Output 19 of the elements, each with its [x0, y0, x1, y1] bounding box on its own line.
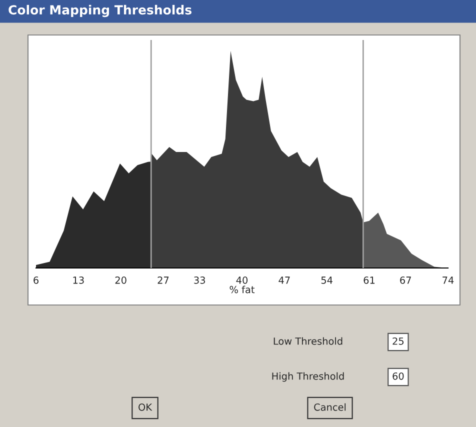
- text: Low Threshold: [274, 337, 342, 345]
- x-tick-label: 33: [194, 276, 205, 284]
- text: Cancel: [314, 403, 346, 411]
- x-tick-label: 54: [321, 276, 332, 284]
- x-tick-label: 67: [400, 276, 411, 284]
- x-tick-label: 61: [364, 276, 375, 284]
- text: 60: [392, 372, 404, 380]
- x-tick-label: 74: [442, 276, 454, 284]
- x-tick-label: 20: [115, 276, 126, 284]
- chart-title: Color Mapping Thresholds: [8, 4, 192, 18]
- x-tick-label: 13: [73, 276, 84, 284]
- text: High Threshold: [272, 372, 344, 382]
- x-tick-label: 6: [34, 276, 38, 284]
- text: OK: [138, 403, 152, 411]
- x-tick-label: 27: [158, 276, 169, 284]
- x-axis-title: % fat: [230, 286, 255, 294]
- x-tick-label: 47: [278, 276, 290, 284]
- text: 25: [392, 337, 404, 345]
- x-tick-label: 40: [236, 276, 248, 284]
